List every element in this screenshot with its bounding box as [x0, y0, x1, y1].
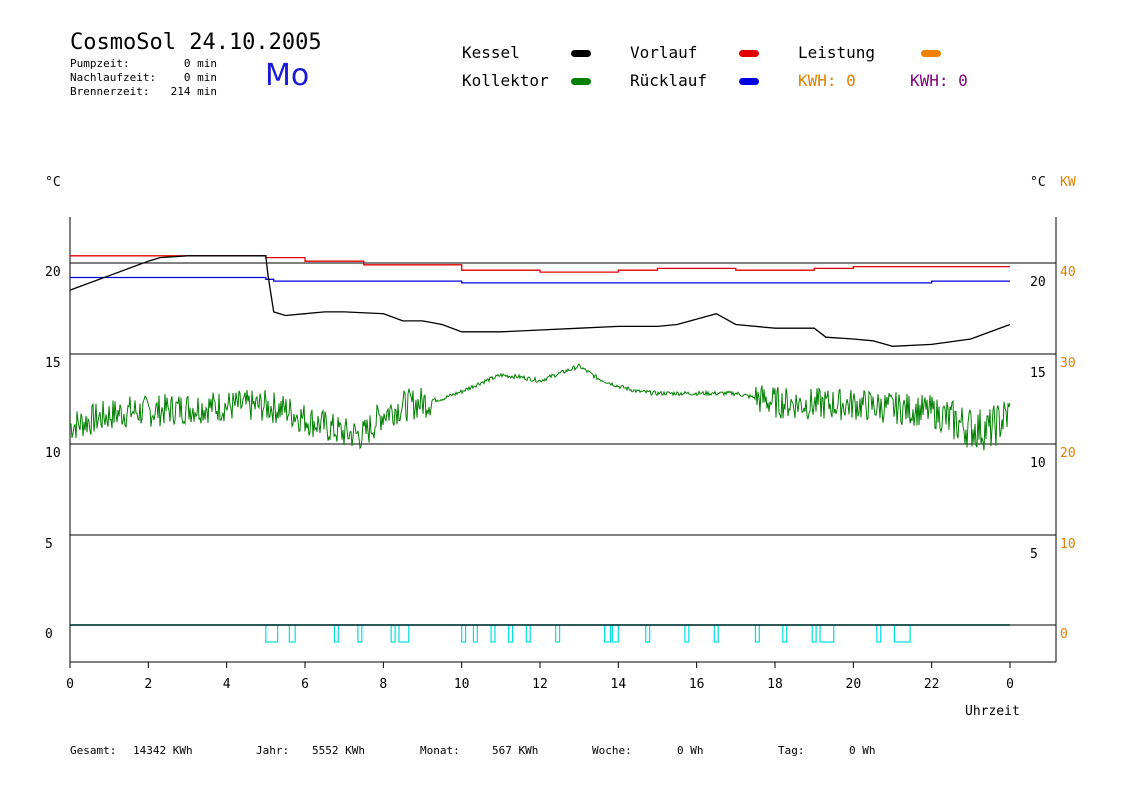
x-axis-label: Uhrzeit	[965, 704, 1020, 719]
pump-interval	[398, 624, 410, 643]
right-axis-unit: °C	[1030, 175, 1046, 190]
pump-interval	[288, 624, 296, 643]
pump-interval	[357, 624, 363, 643]
legend-kwh-purple: KWH: 0	[910, 71, 968, 90]
x-tick-label: 2	[144, 677, 152, 692]
pumpzeit-value: 0 min	[183, 57, 217, 70]
right-kw-tick-label: 30	[1060, 356, 1076, 371]
x-tick-label: 0	[66, 677, 74, 692]
x-tick-label: 10	[454, 677, 470, 692]
series-line-kessel	[69, 255, 1011, 347]
right-tick-label: 20	[1030, 275, 1046, 290]
footer-tag-value: 0 Wh	[849, 744, 876, 757]
pump-interval	[525, 624, 531, 643]
pump-interval	[472, 624, 478, 643]
x-tick-label: 22	[924, 677, 940, 692]
nachlaufzeit-label: Nachlaufzeit:	[70, 71, 157, 84]
pump-interval	[811, 624, 817, 643]
footer-woche-label: Woche:	[592, 744, 632, 757]
footer-gesamt-label: Gesamt:	[70, 744, 117, 757]
footer-jahr-label: Jahr:	[256, 744, 290, 757]
right-kw-tick-label: 0	[1060, 627, 1068, 642]
legend-kessel-label: Kessel	[462, 43, 520, 62]
footer-woche-value: 0 Wh	[677, 744, 704, 757]
right-tick-label: 5	[1030, 547, 1038, 562]
right-kw-tick-label: 10	[1060, 537, 1076, 552]
pump-interval	[893, 624, 911, 643]
left-axis-unit: °C	[45, 175, 61, 190]
pump-interval	[490, 624, 496, 643]
x-tick-label: 14	[611, 677, 627, 692]
series-line-vorlauf	[70, 255, 1010, 273]
pump-interval	[819, 624, 835, 643]
right-kw-tick-label: 20	[1060, 446, 1076, 461]
legend-vorlauf-swatch	[739, 50, 759, 57]
x-tick-label: 0	[1006, 677, 1014, 692]
pump-interval	[645, 624, 651, 643]
footer-gesamt-value: 14342 KWh	[133, 744, 193, 757]
legend-kollektor-label: Kollektor	[462, 71, 549, 90]
footer-tag-label: Tag:	[778, 744, 805, 757]
pump-interval	[265, 624, 279, 643]
pump-interval	[390, 624, 396, 643]
legend-leistung-label: Leistung	[798, 43, 876, 62]
pump-interval	[684, 624, 690, 643]
footer-monat-label: Monat:	[420, 744, 460, 757]
nachlaufzeit-value: 0 min	[183, 71, 217, 84]
right-tick-label: 15	[1030, 366, 1046, 381]
pump-interval	[604, 624, 612, 643]
x-tick-label: 20	[846, 677, 862, 692]
right-axis-unit-kw: KW	[1060, 175, 1076, 190]
footer-monat-value: 567 KWh	[492, 744, 539, 757]
series-line-ruecklauf	[70, 276, 1010, 284]
x-tick-label: 6	[301, 677, 309, 692]
x-tick-label: 18	[767, 677, 783, 692]
brennerzeit-value: 214 min	[170, 85, 217, 98]
legend-leistung-swatch	[921, 50, 941, 57]
pump-interval	[782, 624, 788, 643]
series-line-kollektor	[69, 363, 1011, 451]
pump-interval	[461, 624, 467, 643]
left-tick-label: 0	[45, 627, 53, 642]
pump-interval	[611, 624, 619, 643]
pump-interval	[508, 624, 514, 643]
page-title: CosmoSol 24.10.2005	[70, 30, 322, 55]
legend-kwh-orange: KWH: 0	[798, 71, 856, 90]
weekday-label: Mo	[265, 58, 310, 93]
footer-jahr-value: 5552 KWh	[312, 744, 365, 757]
x-tick-label: 16	[689, 677, 705, 692]
left-tick-label: 15	[45, 356, 61, 371]
pump-interval	[333, 624, 339, 643]
pumpzeit-label: Pumpzeit:	[70, 57, 130, 70]
legend-kollektor-swatch	[571, 78, 591, 85]
left-tick-label: 20	[45, 265, 61, 280]
x-tick-label: 8	[379, 677, 387, 692]
right-kw-tick-label: 40	[1060, 265, 1076, 280]
pump-interval	[876, 624, 882, 643]
pump-interval	[555, 624, 561, 643]
x-tick-label: 4	[223, 677, 231, 692]
brennerzeit-label: Brennerzeit:	[70, 85, 150, 98]
legend-vorlauf-label: Vorlauf	[630, 43, 698, 62]
left-tick-label: 10	[45, 446, 61, 461]
legend-ruecklauf-swatch	[739, 78, 759, 85]
left-tick-label: 5	[45, 537, 53, 552]
legend-ruecklauf-label: Rücklauf	[630, 71, 708, 90]
pump-interval	[754, 624, 760, 643]
x-tick-label: 12	[532, 677, 548, 692]
legend-kessel-swatch	[571, 50, 591, 57]
pump-interval	[713, 624, 719, 643]
right-tick-label: 10	[1030, 456, 1046, 471]
